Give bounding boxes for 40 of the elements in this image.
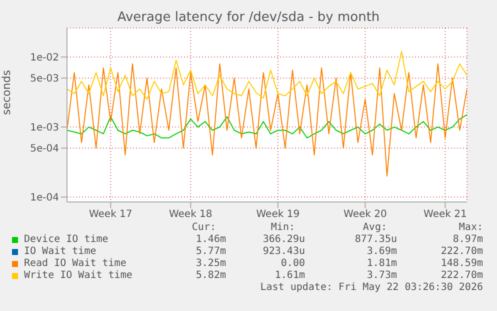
- y-tick-label: 5e-04: [30, 144, 59, 155]
- text: Cur:: [190, 222, 217, 234]
- text: 3.25m: [194, 258, 226, 270]
- x-tick-label: Week 19: [256, 209, 300, 220]
- y-tick-label: 1e-02: [30, 52, 59, 64]
- text: 1.81m: [366, 258, 397, 270]
- x-tick-label: Week 20: [344, 209, 387, 220]
- y-axis-title: seconds: [0, 70, 13, 115]
- legend-label: Device IO time: [24, 234, 108, 246]
- text: 1.46m: [194, 234, 226, 246]
- x-tick-label: Week 17: [88, 209, 132, 220]
- x-tick-label: Week 18: [168, 209, 212, 220]
- line-series: [67, 51, 467, 100]
- text: 5.77m: [194, 246, 226, 258]
- line-series: [67, 114, 467, 138]
- text: 366.29u: [262, 234, 305, 246]
- text: 8.97m: [452, 234, 483, 246]
- y-tick-label: 5e-03: [30, 74, 59, 85]
- line-series: [67, 63, 467, 176]
- text: 5.82m: [194, 270, 226, 282]
- text: Min:: [270, 222, 296, 234]
- y-tick-label: 1e-03: [30, 122, 59, 134]
- text: 1.61m: [274, 270, 305, 282]
- text: 0.00: [280, 258, 305, 270]
- legend-label: IO Wait time: [24, 246, 96, 258]
- y-tick-label: 1e-04: [30, 192, 59, 204]
- x-tick-label: Week 21: [424, 209, 467, 220]
- text: Last update: Fri May 22 03:26:30 2026: [259, 282, 483, 294]
- text: Avg:: [362, 222, 388, 234]
- text: 148.59m: [440, 258, 483, 270]
- chart-title: Average latency for /dev/sda - by month: [116, 10, 381, 25]
- text: 3.73m: [366, 270, 397, 282]
- text: 222.70m: [440, 270, 483, 282]
- legend-label: Read IO Wait time: [24, 258, 126, 270]
- text: Max:: [458, 222, 483, 234]
- text: 222.70m: [440, 246, 483, 258]
- text: 3.69m: [366, 246, 397, 258]
- text: 923.43u: [262, 246, 305, 258]
- text: 877.35u: [354, 234, 397, 246]
- legend-label: Write IO Wait time: [24, 270, 132, 282]
